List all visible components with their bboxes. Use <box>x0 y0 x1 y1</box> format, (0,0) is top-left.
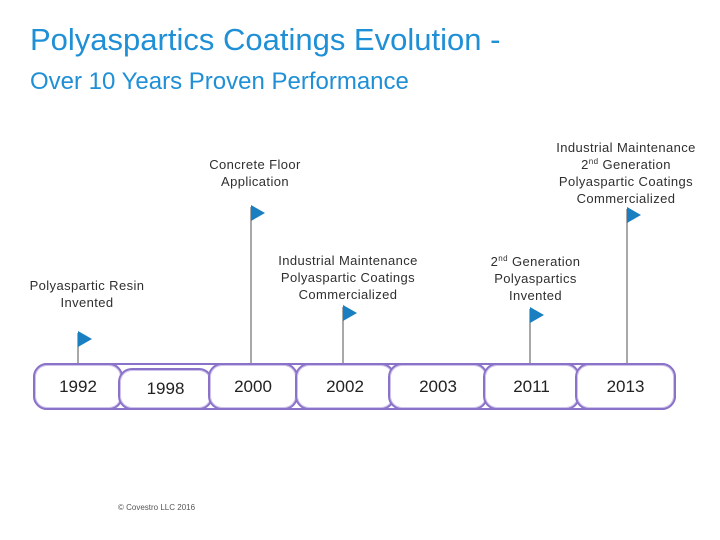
year-box-2003: 2003 <box>388 363 488 410</box>
timeline: 1992 1998 2000 2002 2003 2011 2013 <box>33 363 676 410</box>
year-box-1998: 1998 <box>118 368 213 410</box>
copyright-notice: © Covestro LLC 2016 <box>118 503 196 512</box>
flag-2013 <box>627 207 641 223</box>
year-box-2011: 2011 <box>483 363 580 410</box>
year-box-1992: 1992 <box>33 363 123 410</box>
milestone-label-resin: Polyaspartic Resin Invented <box>29 278 145 310</box>
flag-pole-1992 <box>77 333 79 365</box>
year-box-2002: 2002 <box>295 363 395 410</box>
milestone-label-industrial-2nd-generation: Industrial Maintenance 2nd Generation Po… <box>556 140 696 206</box>
flag-pole-2002 <box>342 307 344 365</box>
milestone-label-2nd-generation: 2nd Generation Polyaspartics Invented <box>490 254 581 303</box>
slide-title: Polyaspartics Coatings Evolution - <box>30 22 501 57</box>
flag-2002 <box>343 305 357 321</box>
year-box-2013: 2013 <box>575 363 676 410</box>
milestone-label-concrete-floor: Concrete Floor Application <box>209 157 301 189</box>
milestone-label-industrial-maintenance: Industrial Maintenance Polyaspartic Coat… <box>278 253 418 302</box>
flag-pole-2013 <box>626 209 628 365</box>
flag-2011 <box>530 307 544 323</box>
flag-1992 <box>78 331 92 347</box>
flag-2000 <box>251 205 265 221</box>
year-box-2000: 2000 <box>208 363 298 410</box>
flag-pole-2011 <box>529 309 531 365</box>
slide-subtitle: Over 10 Years Proven Performance <box>30 68 409 95</box>
flag-pole-2000 <box>250 207 252 365</box>
